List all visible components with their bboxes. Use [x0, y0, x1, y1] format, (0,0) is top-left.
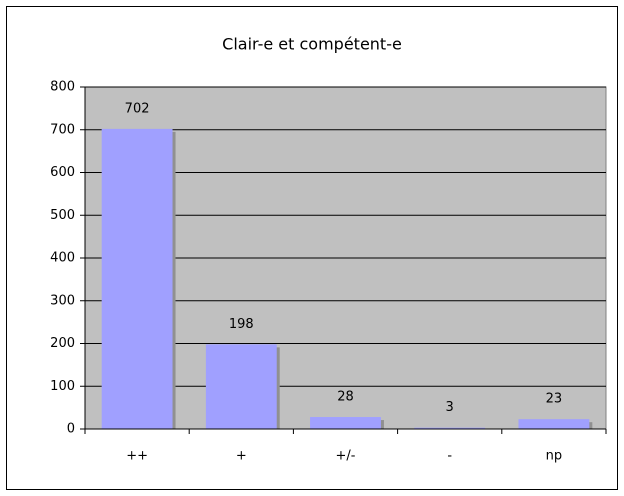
data-label: 23	[546, 392, 563, 407]
bar	[205, 344, 277, 429]
data-label: 198	[229, 317, 254, 332]
x-tick-label: ++	[126, 449, 148, 464]
y-tick-label: 800	[50, 80, 75, 95]
x-tick-label: -	[447, 449, 452, 464]
y-tick-label: 100	[50, 379, 75, 394]
data-label: 702	[125, 101, 150, 116]
x-tick-label: +	[236, 449, 247, 464]
y-tick-label: 700	[50, 122, 75, 137]
x-tick-label: +/-	[336, 449, 356, 464]
bar	[518, 419, 590, 429]
y-tick-label: 300	[50, 293, 75, 308]
y-tick-label: 500	[50, 208, 75, 223]
bar	[414, 427, 486, 429]
y-tick-label: 400	[50, 251, 75, 266]
data-label: 28	[337, 390, 354, 405]
y-tick-label: 200	[50, 336, 75, 351]
y-tick-label: 0	[67, 422, 75, 437]
y-tick-label: 600	[50, 165, 75, 180]
chart-title: Clair-e et compétent-e	[222, 35, 402, 54]
bar	[310, 417, 381, 429]
data-label: 3	[446, 400, 454, 415]
x-tick-label: np	[546, 449, 563, 464]
bar	[101, 128, 173, 429]
